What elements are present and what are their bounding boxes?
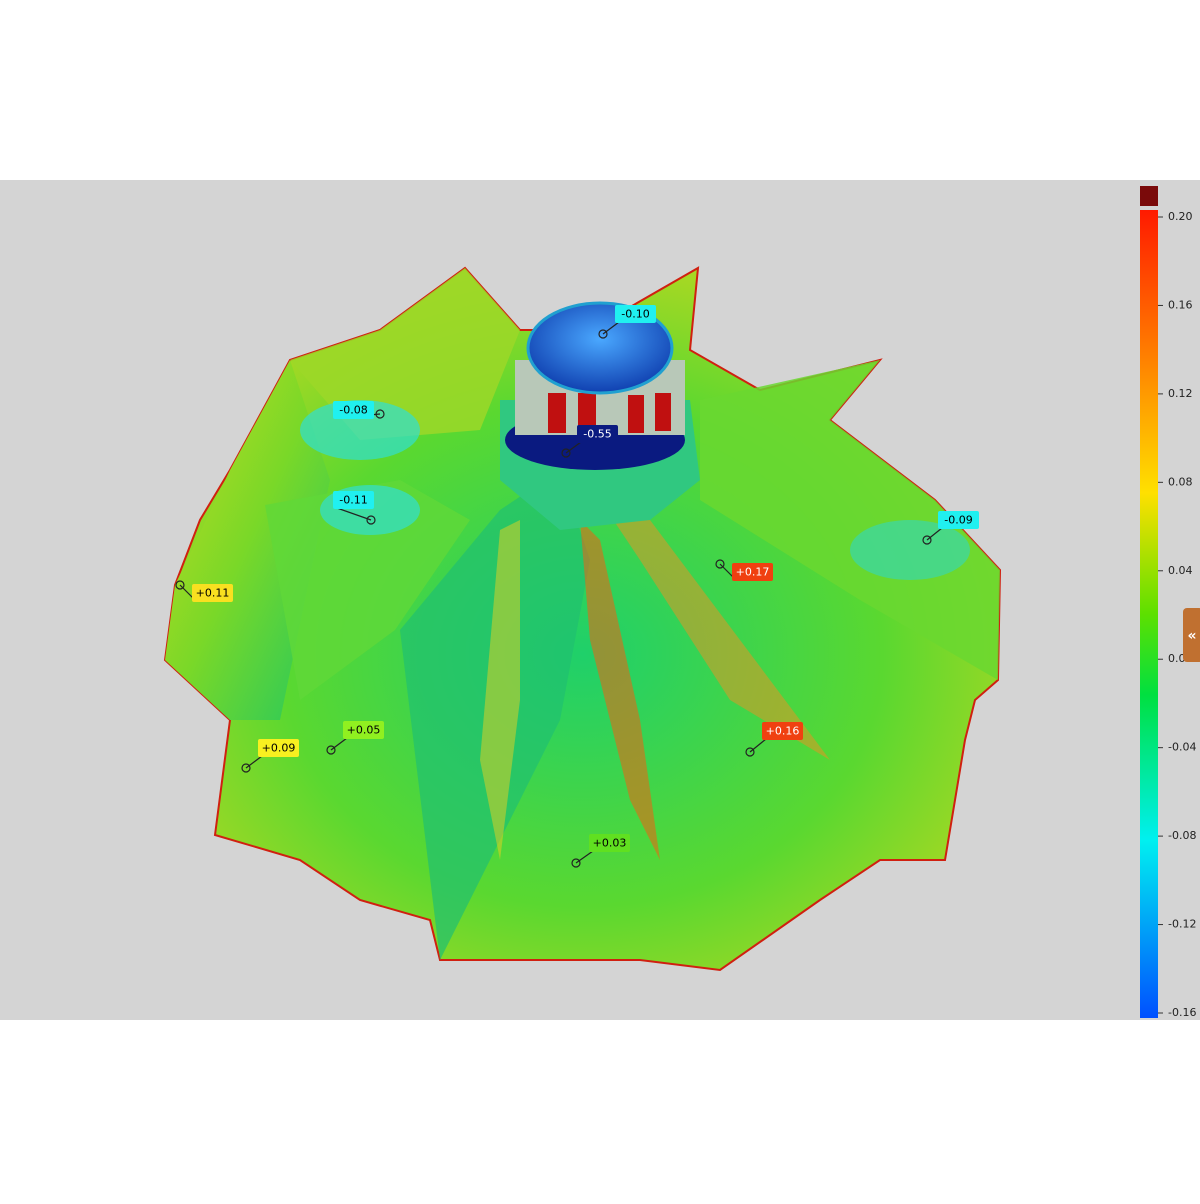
- annotation-label: +0.03: [593, 837, 627, 850]
- marker: [745, 747, 755, 757]
- marker: [715, 559, 725, 569]
- scale-tick-label: 0.20: [1168, 210, 1193, 223]
- panel-toggle[interactable]: [1183, 608, 1200, 662]
- scale-tick-label: 0.12: [1168, 387, 1193, 400]
- annotation-box: [589, 834, 630, 852]
- annotation-label: +0.09: [262, 742, 296, 755]
- marker: [922, 535, 932, 545]
- leader-line: [749, 738, 767, 753]
- leader-line: [926, 527, 943, 541]
- scale-tick-label: -0.04: [1168, 741, 1196, 754]
- leader-line: [565, 441, 582, 454]
- impeller-model: [163, 266, 1002, 972]
- annotation-box: [938, 511, 979, 529]
- annotation-label: -0.08: [339, 404, 367, 417]
- annotation-label: -0.10: [621, 308, 649, 321]
- annotation-label: -0.55: [583, 428, 611, 441]
- annotation-box: [258, 739, 299, 757]
- marker: [375, 409, 385, 419]
- scale-tick-label: -0.16: [1168, 1006, 1196, 1019]
- marker: [241, 763, 251, 773]
- panel-toggle-label[interactable]: «: [1187, 628, 1196, 644]
- marker: [366, 515, 376, 525]
- annotation-box: [577, 425, 618, 443]
- annotation-label: -0.11: [339, 494, 367, 507]
- annotation-label: +0.05: [347, 724, 381, 737]
- scale-tick-label: -0.08: [1168, 829, 1196, 842]
- scale-tick-label: -0.12: [1168, 918, 1196, 931]
- annotation-box: [343, 721, 384, 739]
- color-scale-bar: [1140, 210, 1158, 1018]
- annotation-label: +0.17: [736, 566, 770, 579]
- annotation-label: +0.11: [196, 587, 230, 600]
- scale-tick-label: 0.16: [1168, 298, 1193, 311]
- annotation-box: [762, 722, 803, 740]
- marker: [561, 448, 571, 458]
- leader-line: [336, 507, 372, 521]
- leader-line: [575, 850, 594, 864]
- annotation-box: [615, 305, 656, 323]
- marker: [326, 745, 336, 755]
- annotation-label: -0.09: [944, 514, 972, 527]
- annotation-label: +0.16: [766, 725, 800, 738]
- overflow-swatch: [1140, 186, 1158, 206]
- leader-line: [330, 737, 348, 751]
- annotation-box: [192, 584, 233, 602]
- scale-tick-label: 0.08: [1168, 475, 1193, 488]
- marker: [571, 858, 581, 868]
- marker: [598, 329, 608, 339]
- scale-tick-label: 0.04: [1168, 564, 1193, 577]
- marker: [175, 580, 185, 590]
- annotation-box: [333, 491, 374, 509]
- leader-line: [602, 321, 620, 335]
- leader-line: [245, 755, 263, 769]
- annotation-box: [732, 563, 773, 581]
- annotation-box: [333, 401, 374, 419]
